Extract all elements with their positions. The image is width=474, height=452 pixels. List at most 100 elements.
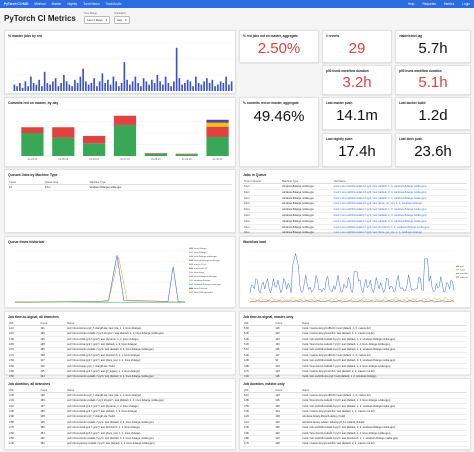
- red-jobs-bar: [206, 78, 208, 91]
- table-row: 5.1h 116 trunk / win-vs2019-cuda11.6-py3 /…: [243, 347, 467, 354]
- time-range-box[interactable]: Last 7 Days ▾: [83, 16, 111, 24]
- cell-job-name[interactable]: trunk / win-vs2019-cuda11.7-py3 / test (…: [332, 229, 467, 237]
- col-queue-time: Queue time: [43, 180, 89, 186]
- red-jobs-bar: [142, 78, 145, 91]
- red-jobs-bar: [167, 83, 170, 91]
- nav-link-metrics[interactable]: Metrics: [443, 2, 455, 6]
- cell-count: 118: [274, 424, 302, 431]
- legend-label: linux.4xlarge: [194, 251, 207, 254]
- commits-bar-segment: [144, 153, 167, 154]
- table-row: 4.7h 143 trunk / macos-12-py3-arm64 / test…: [243, 368, 467, 375]
- cell-job-name[interactable]: trunk / win-vs2019-cuda11.6-py3 / test (…: [332, 195, 467, 202]
- table-row: 0.1m windows.8xlarge.nvidia.gpu trunk / wi…: [243, 218, 467, 225]
- cell-name: pull / linux-focal-py3.7-gcc7 / test (de…: [66, 408, 232, 415]
- cell-count: 120: [274, 419, 302, 426]
- cell-count: 102: [274, 430, 302, 437]
- cell-job-name[interactable]: trunk / win-vs2019-cuda11.7-py3 / test (…: [332, 212, 467, 219]
- red-jobs-bar: [19, 83, 21, 91]
- red-jobs-bar: [134, 76, 137, 91]
- red-jobs-bar: [104, 83, 106, 91]
- cell-job-name[interactable]: trunk / win-vs2019-cuda11.7-py3 / test (…: [332, 218, 467, 225]
- red-jobs-bar: [217, 84, 219, 91]
- table-row: 2.8h 145 pull / linux-bionic-cuda11.7-py3 …: [8, 419, 232, 426]
- queued-jobs-table: Count Queue time Machine Type 10 0.1m wi…: [8, 180, 232, 191]
- stat-red-jobs-title: % red jobs not on master, aggregate: [243, 34, 298, 38]
- cell-p50: 3.7h: [243, 441, 275, 447]
- nav-link-torchaudio[interactable]: TorchAudio: [105, 2, 122, 6]
- granularity-select[interactable]: Granularity day ▾: [114, 12, 130, 24]
- red-jobs-bar: [162, 84, 164, 91]
- red-jobs-bar: [98, 81, 101, 91]
- commits-bar-segment: [206, 119, 229, 123]
- col-count: Count: [39, 388, 67, 394]
- nav-link-minihud[interactable]: Minihud: [34, 2, 46, 6]
- cell-p50: 3.6h: [8, 368, 40, 375]
- cell-name: pull / linux-focal-py3.7-gcc7 / test (do…: [66, 430, 232, 437]
- commits-red-chart: 01-24-23 01-25-23 01-26-23 01-27-23 01-28-23…: [17, 109, 233, 161]
- cell-job-name[interactable]: trunk / win-vs2019-cuda11.7-py3 / test (…: [332, 224, 467, 231]
- tts-master-card: Job time-to-signal, master-only p50 Count…: [239, 311, 471, 380]
- cell-p50: 5.2h: [243, 341, 275, 348]
- nav-link-master[interactable]: Master: [51, 2, 62, 6]
- granularity-box[interactable]: day ▾: [114, 16, 130, 24]
- table-row: 3.8h 113 trunk / win-vs2019-cuda11.6-py3 /…: [243, 435, 467, 442]
- nav-link-nightly[interactable]: Nightly: [67, 2, 78, 6]
- cell-count: 10: [8, 184, 44, 191]
- jobs-in-queue-card: Jobs in Queue Time in Queue Machine Type…: [239, 169, 471, 237]
- tts-master-title: Job time-to-signal, master-only: [243, 315, 294, 319]
- red-jobs-bar: [71, 86, 73, 91]
- x-tick-label: 01-27-23: [120, 158, 130, 161]
- queue-series-line: [14, 301, 185, 303]
- red-jobs-bar: [85, 81, 87, 91]
- nav-link-torchvision[interactable]: TorchVision: [83, 2, 100, 6]
- red-jobs-bar: [120, 83, 123, 91]
- cell-p50: 3.0h: [8, 408, 40, 415]
- commits-bar-segment: [83, 135, 106, 144]
- nav-link-login[interactable]: Login: [462, 2, 470, 6]
- cell-job-name[interactable]: trunk / win-vs2019-cuda11.7-py3 / test (…: [332, 206, 467, 214]
- cell-job-name[interactable]: trunk / win-vs2019-cuda11.6-py3 / test (…: [332, 189, 467, 196]
- col-time-in-queue: Time in Queue: [243, 179, 282, 185]
- stat-last-docker-build-title: Last docker build: [399, 101, 426, 105]
- red-jobs-bar: [82, 68, 84, 91]
- jobs-in-queue-table: Time in Queue Machine Type Job Name 0.1m…: [243, 179, 467, 237]
- red-jobs-bar: [214, 86, 216, 91]
- dur-all-table: p50 Count Name 3.4h 128 pull / linux-bionic-p…: [8, 388, 232, 447]
- cell-name: trunk / macos-12-py3-x86-64 / test (defa…: [301, 352, 467, 359]
- chevron-down-icon: ▾: [105, 18, 108, 22]
- red-jobs-bar: [184, 83, 186, 91]
- cell-name: trunk / linux-bionic-cuda11.7-py3 / test…: [301, 430, 467, 437]
- cell-count: 118: [274, 398, 302, 404]
- cell-name: pull / linux-bionic-cuda11.7-py3 / test …: [66, 419, 232, 426]
- stat-viable-strict-lag-value: 5.7h: [418, 40, 448, 57]
- time-range-select[interactable]: Time Range Last 7 Days ▾: [83, 12, 111, 24]
- commits-bar-segment: [144, 153, 167, 156]
- red-jobs-bar: [175, 47, 178, 91]
- table-row: 4.1h 120 windows-binary-wheel / wheel-py3_…: [243, 419, 467, 426]
- cell-name: pull / linux-jammy-cuda11.7-py3 / test (…: [66, 441, 232, 447]
- col-name: Name: [301, 388, 467, 394]
- cell-machine-type: windows.8xlarge.nvidia.gpu: [281, 218, 333, 225]
- stat-viable-strict-lag: viable/strict lag 5.7h: [395, 30, 471, 63]
- cell-count: 145: [39, 419, 67, 426]
- nav-link-help[interactable]: Help: [407, 2, 415, 6]
- cell-name: trunk / macos-12-py3-arm64 / test (defau…: [301, 331, 467, 337]
- cell-count: 152: [39, 435, 67, 442]
- legend-label: pull: [460, 266, 464, 268]
- nav-link-hud[interactable]: PyTorch CI HUD: [4, 2, 29, 6]
- red-jobs-bar: [156, 75, 159, 91]
- col-p50: p50: [8, 388, 40, 394]
- cell-job-name[interactable]: trunk / win-vs2019-cuda11.6-py3 / test (…: [332, 183, 467, 190]
- legend-label: linux.g5.4xlarge.nvidia.gpu: [194, 259, 221, 262]
- cell-name: trunk / win-vs2019-cuda11.6-py3 / test (…: [301, 347, 467, 354]
- cell-p50: 3.6h: [8, 363, 40, 370]
- cell-p50: 4.1h: [8, 325, 40, 332]
- cell-job-name[interactable]: trunk / win-vs2019-cuda11.6-py3 / test (…: [332, 201, 467, 208]
- cell-name: trunk / win-vs2019-cuda11.6-py3 / test (…: [301, 403, 467, 410]
- red-jobs-bar: [65, 81, 68, 91]
- cell-name: windows-binary-wheel / wheel-py3_11-cuda…: [301, 419, 467, 426]
- col-count: Count: [274, 388, 302, 394]
- nav-link-requests[interactable]: Requests: [422, 2, 436, 6]
- queued-jobs-card: Queued Jobs by Machine Type Count Queue …: [4, 169, 236, 233]
